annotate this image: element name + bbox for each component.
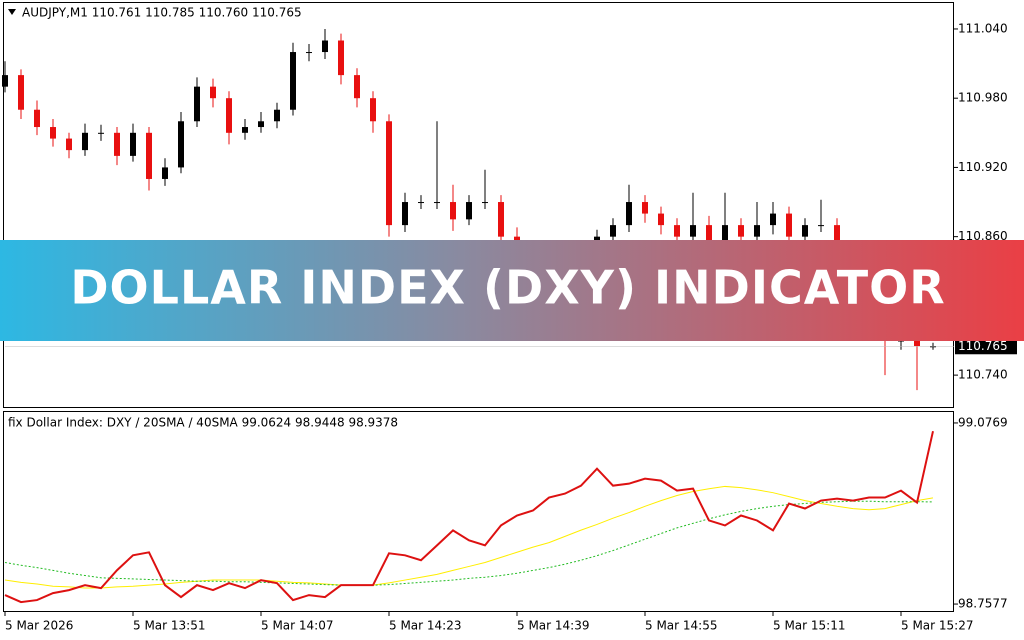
menu-arrow[interactable] [8,9,16,15]
candle-body [66,138,72,151]
x-tick-label: 5 Mar 2026 [5,619,73,633]
indicator-line [4,430,934,604]
candle-body [658,213,664,226]
y-tick-label: 111.040 [958,21,1008,35]
y-tick-label: 99.0769 [958,415,1008,429]
candle-body [178,121,184,168]
candle-body [738,225,744,237]
candle-body [82,132,88,151]
indicator-title: fix Dollar Index: DXY / 20SMA / 40SMA 99… [8,416,398,430]
main-panel [3,2,954,408]
candle-body [338,40,344,76]
candle-body [402,202,408,226]
y-tick-label: 110.860 [958,229,1008,243]
x-tick-label: 5 Mar 14:07 [261,619,334,633]
candle-body [226,98,232,133]
x-tick-label: 5 Mar 14:23 [389,619,462,633]
banner-text: DOLLAR INDEX (DXY) INDICATOR [70,261,945,315]
indicator-line [4,500,934,586]
candle-body [370,98,376,122]
candle-body [722,225,728,249]
x-tick-label: 5 Mar 14:55 [645,619,718,633]
candle-body [146,132,152,179]
candle-body [482,202,488,204]
x-tick-label: 5 Mar 15:27 [901,619,974,633]
candle-body [818,225,824,227]
candle-body [194,86,200,122]
candle-body [786,213,792,237]
candle-body [706,225,712,249]
indicator-panel [3,411,954,612]
candle-body [626,202,632,226]
price-tag [955,338,1017,355]
candle-body [34,109,40,128]
indicator-line [4,485,934,589]
candle-body [2,75,8,87]
candle-body [386,121,392,226]
candle-body [642,202,648,214]
candle-body [322,40,328,53]
candle-body [306,52,312,54]
price-tag-label: 110.765 [958,339,1008,353]
candle-body [754,225,760,237]
candle-body [930,346,936,348]
candle-body [434,202,440,204]
candle-body [690,225,696,237]
candle-body [50,127,56,139]
candle-body [466,202,472,220]
candle-body [610,225,616,237]
x-tick-label: 5 Mar 15:11 [773,619,846,633]
banner-bar [0,240,1024,341]
candle-body [354,75,360,99]
y-tick-label: 110.740 [958,368,1008,382]
candle-body [834,225,840,249]
candle-body [290,52,296,110]
candle-body [242,127,248,133]
x-tick-label: 5 Mar 13:51 [133,619,206,633]
candle-body [258,121,264,128]
candle-body [98,132,104,134]
banner: DOLLAR INDEX (DXY) INDICATOR [0,240,1024,341]
y-tick-label: 110.920 [958,160,1008,174]
candle-body [674,225,680,237]
candle-body [274,109,280,122]
y-tick-label: 98.7577 [958,597,1008,611]
candle-body [18,75,24,110]
candle-body [914,340,920,347]
candle-body [770,213,776,226]
candle-body [162,167,168,179]
candle-body [498,202,504,237]
x-tick-label: 5 Mar 14:39 [517,619,590,633]
candle-body [130,132,136,156]
candle-body [210,86,216,99]
y-tick-label: 110.980 [958,91,1008,105]
candle-body [450,202,456,220]
candle-body [802,225,808,237]
candle-body [418,202,424,204]
chart-title: AUDJPY,M1 110.761 110.785 110.760 110.76… [22,6,302,20]
candle-body [114,132,120,156]
